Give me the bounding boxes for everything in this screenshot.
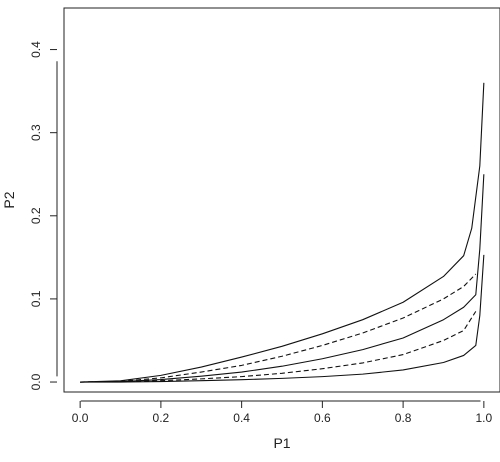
plot-frame xyxy=(63,7,500,393)
x-tick-label: 0.2 xyxy=(153,411,170,425)
series-group xyxy=(80,82,485,383)
y-tick-label: 0.4 xyxy=(29,41,43,58)
y-tick-group: 0.0 0.1 0.2 0.3 0.4 xyxy=(29,41,57,390)
y-axis-label: P2 xyxy=(1,191,17,208)
x-tick-label: 0.6 xyxy=(314,411,331,425)
y-tick-label: 0.0 xyxy=(29,373,43,390)
y-axis: 0.0 0.1 0.2 0.3 0.4 P2 xyxy=(1,41,58,390)
y-tick-label: 0.2 xyxy=(29,207,43,224)
solid-series-line xyxy=(80,254,485,383)
x-axis-label: P1 xyxy=(273,435,290,451)
solid-series-line xyxy=(80,174,485,383)
x-tick-label: 0.8 xyxy=(395,411,412,425)
y-tick-label: 0.3 xyxy=(29,124,43,141)
x-tick-label: 0.4 xyxy=(233,411,250,425)
x-tick-group: 0.0 0.2 0.4 0.6 0.8 1.0 xyxy=(72,401,493,425)
solid-series-line xyxy=(80,82,485,383)
dashed-series-line xyxy=(80,311,477,383)
x-tick-label: 1.0 xyxy=(476,411,493,425)
dashed-series-line xyxy=(80,273,477,383)
x-tick-label: 0.0 xyxy=(72,411,89,425)
x-axis: 0.0 0.2 0.4 0.6 0.8 1.0 P1 xyxy=(72,400,493,451)
y-tick-label: 0.1 xyxy=(29,290,43,307)
